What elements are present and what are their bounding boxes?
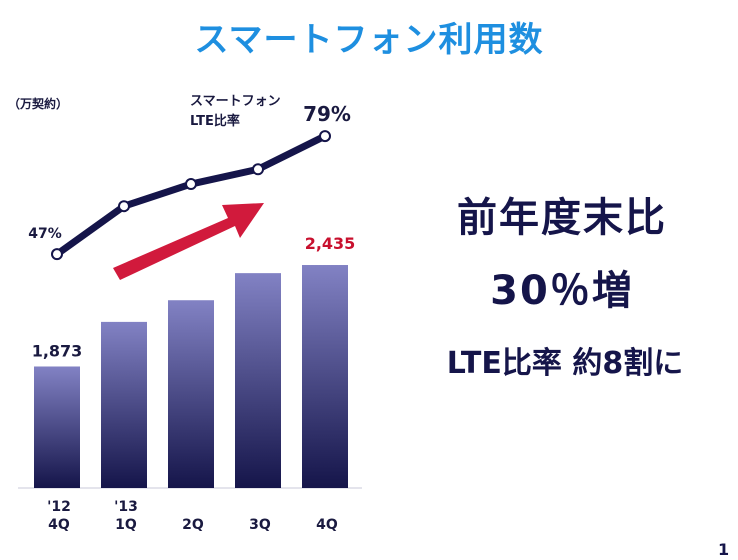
lte-ratio-point-1 <box>118 200 130 213</box>
category-label-3: 3Q <box>249 517 271 533</box>
category-label-1: 1Q <box>115 517 137 533</box>
category-label-1: '13 <box>114 499 138 515</box>
bar-2 <box>168 300 214 488</box>
lte-ratio-point-2 <box>185 178 197 191</box>
ratio-label-4: 79% <box>303 102 351 126</box>
value-label-0: 1,873 <box>32 341 83 360</box>
lte-ratio-point-4 <box>319 130 331 143</box>
bar-0 <box>34 366 80 488</box>
ratio-label-0: 47% <box>28 226 62 242</box>
lte-ratio-point-0 <box>51 248 63 261</box>
bar-1 <box>101 321 147 488</box>
headline-growth: 30％増 <box>490 268 634 314</box>
bar-4 <box>302 265 348 488</box>
headline-year-over-year: 前年度末比 <box>457 195 667 241</box>
lte-ratio-point-3 <box>252 163 264 176</box>
category-label-2: 2Q <box>182 517 204 533</box>
page-title: スマートフォン利用数 <box>194 20 544 60</box>
category-label-4: 4Q <box>316 517 338 533</box>
category-label-0: '12 <box>47 499 71 515</box>
bar-3 <box>235 273 281 488</box>
unit-label: （万契約） <box>8 97 69 111</box>
ratio-series-label: スマートフォン LTE比率 <box>190 94 281 129</box>
headline-lte-ratio: LTE比率 約8割に <box>446 346 684 381</box>
growth-arrow <box>113 203 264 280</box>
value-label-4: 2,435 <box>305 234 356 253</box>
page-number: 1 <box>718 540 730 559</box>
category-label-0: 4Q <box>48 517 70 533</box>
